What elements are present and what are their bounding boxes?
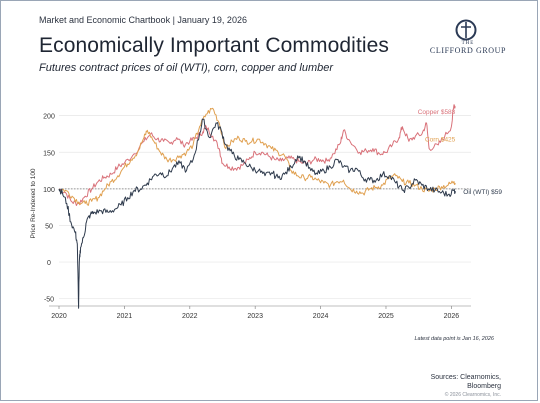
latest-data-footnote: Latest data point is Jan 16, 2026 xyxy=(414,336,494,342)
x-tick-label: 2026 xyxy=(444,313,460,320)
series-line-corn xyxy=(58,107,456,206)
chartbook-header: Market and Economic Chartbook | January … xyxy=(39,15,247,25)
y-tick-label: 150 xyxy=(43,150,55,157)
sources-line-1: Sources: Clearnomics, xyxy=(430,374,501,381)
x-tick-label: 2020 xyxy=(51,313,67,320)
y-tick-label: 50 xyxy=(45,223,53,230)
series-label-copper: Copper $583 xyxy=(418,109,456,116)
y-tick-label: 200 xyxy=(43,114,55,121)
page-subtitle: Futures contract prices of oil (WTI), co… xyxy=(39,62,334,74)
logo-the-text: THE xyxy=(461,41,475,46)
y-tick-label: -50 xyxy=(44,297,54,304)
x-tick-label: 2022 xyxy=(182,313,198,320)
series-line-copper xyxy=(58,104,456,206)
series-label-oil: Oil (WTI) $59 xyxy=(463,189,502,196)
company-logo: THE CLIFFORD GROUP xyxy=(422,19,514,59)
x-tick-label: 2024 xyxy=(313,313,329,320)
x-tick-label: 2021 xyxy=(117,313,133,320)
logo-mark-icon xyxy=(455,19,477,41)
copyright-note: © 2026 Clearnomics, Inc. xyxy=(444,392,501,398)
x-tick-label: 2025 xyxy=(378,313,394,320)
series-line-oil xyxy=(58,118,456,309)
sources-line-2: Bloomberg xyxy=(467,383,501,390)
x-tick-label: 2023 xyxy=(247,313,263,320)
sources-note: Sources: Clearnomics, Bloomberg xyxy=(401,373,501,391)
logo-name-text: CLIFFORD GROUP xyxy=(429,46,507,55)
series-label-corn: Corn $425 xyxy=(425,136,456,143)
y-axis-label: Price Re-Indexed to 100 xyxy=(30,168,37,238)
y-tick-label: 0 xyxy=(47,260,51,267)
y-tick-label: 100 xyxy=(43,187,55,194)
page-title: Economically Important Commodities xyxy=(39,34,390,57)
